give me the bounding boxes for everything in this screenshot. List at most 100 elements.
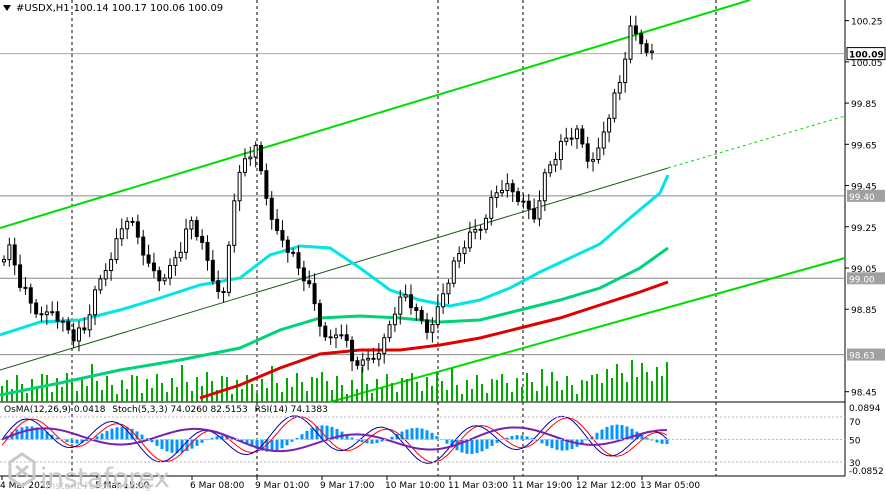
price-tick-label: 98.45 xyxy=(851,389,877,399)
candle-body xyxy=(350,339,355,362)
channel-mid-line xyxy=(0,167,669,371)
channel-lower-line xyxy=(329,257,846,403)
ma-slow-line xyxy=(199,280,669,400)
candle-body xyxy=(414,307,419,311)
candle-body xyxy=(259,145,264,172)
price-level-label: 99.40 xyxy=(849,193,875,203)
candle-body xyxy=(216,280,221,293)
candle-body xyxy=(66,320,71,331)
candle-body xyxy=(553,159,558,166)
price-tick-label: 99.65 xyxy=(851,141,877,151)
price-tick-label: 99.45 xyxy=(851,183,877,193)
candle-body xyxy=(334,334,338,339)
candle-body xyxy=(82,327,87,331)
channel-upper-line xyxy=(0,0,751,229)
candle-body xyxy=(494,192,499,198)
candle-body xyxy=(607,117,612,133)
candle-body xyxy=(162,277,167,282)
time-tick-label: 9 Mar 01:00 xyxy=(255,481,310,491)
candle-body xyxy=(34,302,39,315)
instaforex-logo-icon xyxy=(8,452,36,488)
oscillator-axis-label: 50 xyxy=(849,437,861,447)
candle-body xyxy=(467,231,472,249)
rsi-line xyxy=(1,426,668,453)
stoch-signal-line xyxy=(1,416,668,463)
candle-body xyxy=(548,164,553,174)
candle-body xyxy=(76,327,81,342)
price-tick-label: 99.85 xyxy=(851,100,877,110)
volume-bars xyxy=(1,360,668,402)
candle-body xyxy=(2,259,6,263)
candle-body xyxy=(248,156,253,160)
candle-body xyxy=(328,336,333,339)
candle-body xyxy=(12,244,17,266)
channel-mid-projection xyxy=(667,115,846,169)
candle-body xyxy=(103,269,108,280)
price-level-tag xyxy=(847,189,885,202)
candle-body xyxy=(151,262,156,272)
candle-body xyxy=(130,220,135,223)
candle-body xyxy=(157,270,162,282)
candle-body xyxy=(537,200,542,220)
candle-body xyxy=(526,200,531,210)
candle-body xyxy=(596,147,601,161)
candle-body xyxy=(312,283,317,305)
candle-body xyxy=(371,357,376,360)
candle-body xyxy=(398,296,403,315)
watermark-tagline: Instant Forex Trading xyxy=(46,481,152,492)
candle-body xyxy=(649,50,654,53)
candle-body xyxy=(44,311,49,316)
time-tick-label: 11 Mar 03:00 xyxy=(448,481,508,491)
candle-body xyxy=(451,260,456,284)
candle-body xyxy=(408,294,413,309)
candle-body xyxy=(516,191,521,202)
candle-body xyxy=(232,200,237,246)
candle-body xyxy=(564,137,569,142)
candle-body xyxy=(457,253,462,262)
candle-body xyxy=(505,183,510,191)
candle-body xyxy=(489,196,494,219)
candle-body xyxy=(50,311,55,314)
candle-body xyxy=(473,228,478,233)
candle-body xyxy=(591,159,596,162)
candle-body xyxy=(376,352,381,360)
candle-body xyxy=(633,25,638,35)
ohlc-values: 100.14 100.17 100.06 100.09 xyxy=(73,2,224,14)
price-tick-label: 98.85 xyxy=(851,306,877,316)
candle-body xyxy=(210,259,215,282)
candle-body xyxy=(301,267,306,282)
candle-body xyxy=(291,251,296,254)
candle-body xyxy=(168,265,172,279)
candle-body xyxy=(317,303,322,327)
oscillator-axis-label: -0.0852 xyxy=(849,467,884,477)
candle-body xyxy=(323,325,328,338)
candle-body xyxy=(612,92,617,119)
candle-body xyxy=(639,33,644,45)
price-tick-label: 99.05 xyxy=(851,265,877,275)
candle-body xyxy=(221,291,226,294)
oscillator-axis-label: 30 xyxy=(849,459,861,469)
watermark-brand: instaforex xyxy=(40,463,170,494)
time-tick-label: 12 Mar 12:00 xyxy=(576,481,636,491)
candle-body xyxy=(275,218,280,231)
candle-body xyxy=(184,228,189,253)
candle-body xyxy=(382,337,387,354)
candle-body xyxy=(18,264,23,288)
candle-body xyxy=(173,257,178,267)
candle-body xyxy=(205,241,210,261)
oscillator-axis-label: 70 xyxy=(849,418,861,428)
dropdown-triangle-icon[interactable] xyxy=(3,5,11,11)
candle-body xyxy=(585,143,590,162)
candle-body xyxy=(344,334,349,341)
candle-body xyxy=(510,183,515,193)
candle-body xyxy=(387,324,392,339)
time-tick-label: 4 Mar 2025 xyxy=(0,481,51,491)
candle-body xyxy=(574,128,579,140)
candle-body xyxy=(253,145,258,158)
candle-body xyxy=(141,236,146,256)
candle-body xyxy=(441,293,446,308)
candle-body xyxy=(366,357,371,361)
candle-body xyxy=(178,251,183,259)
candle-body xyxy=(135,221,140,238)
